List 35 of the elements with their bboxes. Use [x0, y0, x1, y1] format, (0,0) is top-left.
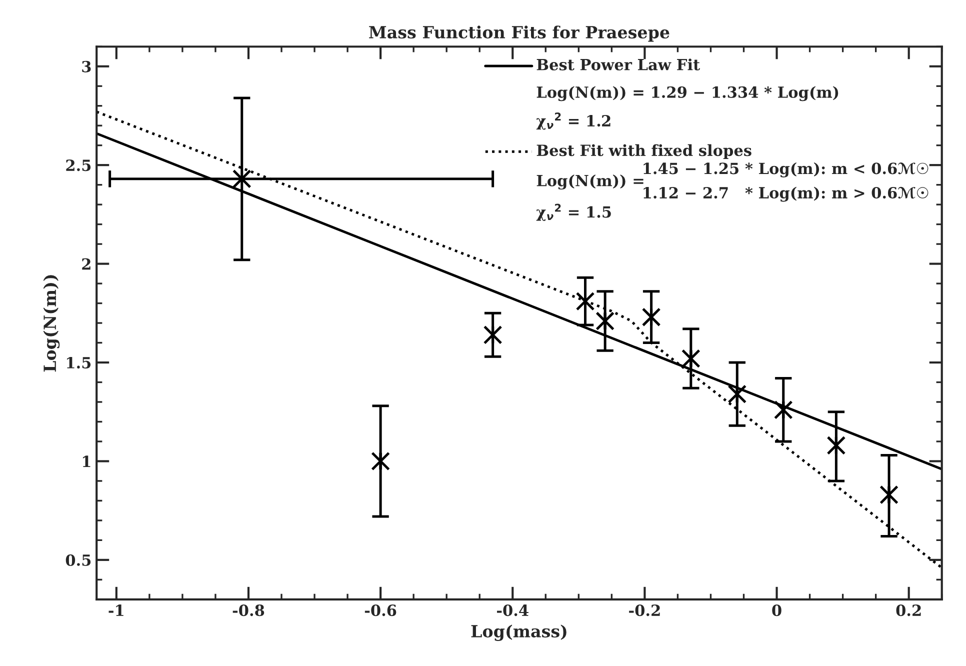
point — [596, 312, 615, 331]
x-tick-label: 0 — [772, 604, 782, 616]
point — [880, 485, 898, 504]
x-tick-label: 0.2 — [896, 604, 921, 616]
x-axis-title: Log(mass) — [471, 624, 566, 641]
legend-label: Best Power Law Fit — [536, 58, 700, 70]
y-tick-label: 2 — [82, 258, 90, 270]
annotation: Log(N(m)) = 1.29 − 1.334 * Log(m) — [536, 86, 838, 102]
annotation: χ$_{ν}$$^{2}$ = 1.2 — [536, 112, 610, 130]
point — [232, 169, 252, 188]
y-tick-label: 0.5 — [66, 554, 91, 566]
y-tick-label: 1.5 — [67, 356, 91, 369]
point — [826, 436, 846, 455]
y-axis-title: Log(N(m)) — [43, 275, 60, 372]
point — [576, 292, 595, 311]
annotation: 1.12 − 2.7 * Log(m): m > 0.6ℳ☉ — [644, 186, 928, 202]
annotation: χ$_{ν}$$^{2}$ = 1.5 — [536, 204, 611, 221]
y-tick-label: 1 — [82, 456, 90, 468]
point — [483, 325, 502, 344]
x-tick-label: -1 — [108, 604, 124, 616]
x-tick-label: -0.4 — [496, 604, 528, 616]
annotation: Log(N(m)) = — [536, 174, 644, 190]
point — [728, 384, 747, 404]
point — [371, 452, 390, 471]
annotation: 1.45 − 1.25 * Log(m): m < 0.6ℳ☉ — [644, 162, 928, 178]
point — [642, 308, 661, 327]
x-tick-label: -0.2 — [629, 604, 660, 616]
x-tick-label: -0.8 — [232, 604, 264, 616]
y-tick-label: 3 — [82, 60, 91, 72]
x-tick-label: -0.6 — [364, 604, 396, 616]
chart-title: Mass Function Fits for Praesepe — [369, 26, 670, 42]
point — [774, 400, 793, 420]
legend-label: Best Fit with fixed slopes — [536, 144, 752, 160]
point — [681, 349, 700, 368]
y-tick-label: 2.5 — [66, 160, 91, 172]
